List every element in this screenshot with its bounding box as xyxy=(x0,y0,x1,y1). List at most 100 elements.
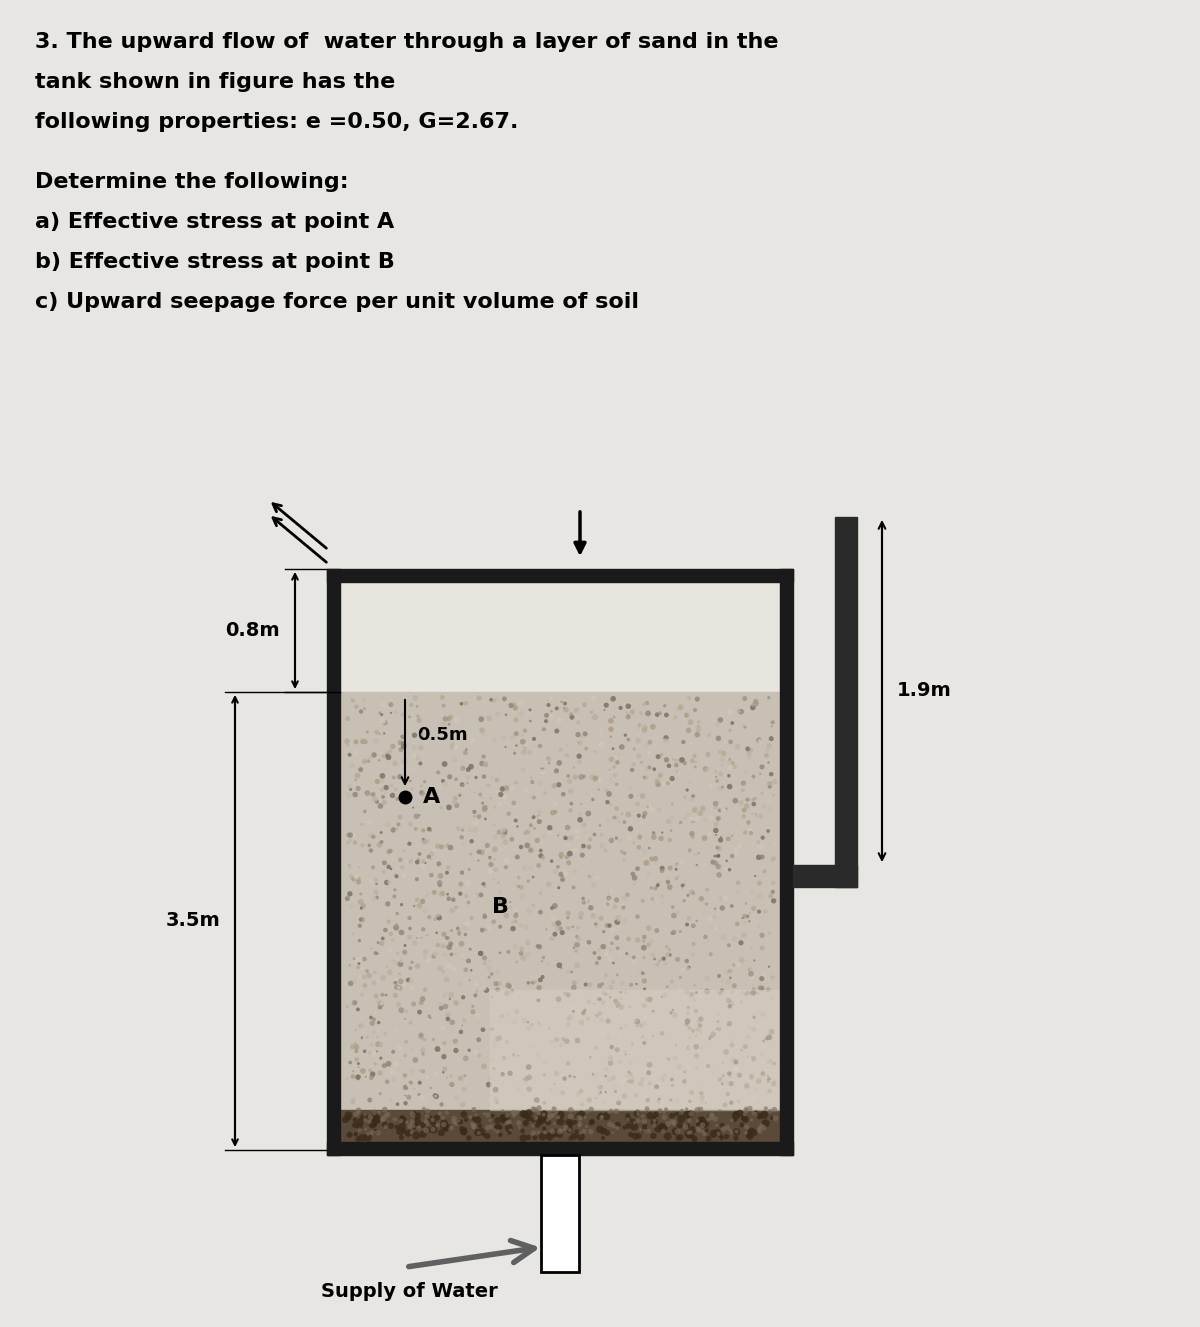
Point xyxy=(733,779,752,800)
Point xyxy=(619,699,638,721)
Point xyxy=(553,1028,572,1050)
Point xyxy=(341,829,360,851)
Point xyxy=(575,694,594,715)
Point xyxy=(428,934,448,955)
Point xyxy=(670,698,689,719)
Point xyxy=(368,1123,388,1144)
Point xyxy=(413,1039,432,1060)
Point xyxy=(461,844,480,865)
Point xyxy=(348,999,367,1020)
Point xyxy=(628,1100,647,1121)
Point xyxy=(485,849,504,871)
Point xyxy=(530,937,550,958)
Point xyxy=(587,913,606,934)
Point xyxy=(605,807,624,828)
Point xyxy=(534,995,553,1016)
Point xyxy=(560,1120,580,1141)
Point xyxy=(760,833,779,855)
Point xyxy=(736,1036,755,1058)
Point xyxy=(598,811,617,832)
Point xyxy=(493,1100,512,1121)
Point xyxy=(560,1066,580,1087)
Point xyxy=(631,1015,650,1036)
Point xyxy=(415,946,434,967)
Point xyxy=(426,1063,445,1084)
Point xyxy=(610,994,629,1015)
Point xyxy=(353,983,372,1005)
Point xyxy=(623,864,642,885)
Point xyxy=(504,1105,523,1127)
Point xyxy=(652,886,671,908)
Point xyxy=(410,1072,430,1093)
Point xyxy=(688,910,707,932)
Point xyxy=(520,1056,539,1078)
Point xyxy=(737,1067,756,1088)
Point xyxy=(340,784,359,805)
Point xyxy=(427,1107,446,1128)
Point xyxy=(493,1074,512,1095)
Point xyxy=(560,800,580,821)
Point xyxy=(344,1088,364,1109)
Point xyxy=(474,1103,493,1124)
Point xyxy=(527,1016,546,1038)
Point xyxy=(415,831,434,852)
Point xyxy=(400,1121,419,1143)
Point xyxy=(703,852,722,873)
Point xyxy=(744,982,763,1003)
Point xyxy=(614,910,634,932)
Point xyxy=(348,1101,367,1123)
Point xyxy=(569,711,588,733)
Point xyxy=(648,771,667,792)
Point xyxy=(566,701,586,722)
Point xyxy=(497,893,516,914)
Point xyxy=(720,776,739,798)
Point xyxy=(535,1123,554,1144)
Point xyxy=(370,1101,389,1123)
Point xyxy=(578,1101,598,1123)
Point xyxy=(444,889,463,910)
Point xyxy=(523,867,542,888)
Point xyxy=(553,865,572,886)
Point xyxy=(707,824,726,845)
Point xyxy=(762,1022,781,1043)
Point xyxy=(541,1080,560,1101)
Point xyxy=(706,798,725,819)
Point xyxy=(451,1022,470,1043)
Point xyxy=(562,1128,581,1149)
Point xyxy=(683,811,702,832)
Point xyxy=(534,825,553,847)
Point xyxy=(424,1119,443,1140)
Point xyxy=(746,1103,766,1124)
Point xyxy=(720,1014,739,1035)
Point xyxy=(433,714,452,735)
Point xyxy=(524,1036,544,1058)
Point xyxy=(755,1013,774,1034)
Point xyxy=(640,1054,659,1075)
Point xyxy=(710,829,730,851)
Point xyxy=(541,687,560,709)
Point xyxy=(548,913,568,934)
Point xyxy=(576,974,595,995)
Point xyxy=(529,1103,548,1124)
Point xyxy=(559,835,578,856)
Point xyxy=(427,1085,446,1107)
Point xyxy=(404,1103,424,1124)
Point xyxy=(686,798,706,819)
Point xyxy=(408,852,427,873)
Point xyxy=(689,718,708,739)
Point xyxy=(635,803,654,824)
Point xyxy=(688,689,707,710)
Point xyxy=(679,957,698,978)
Point xyxy=(439,857,458,878)
Point xyxy=(684,916,703,937)
Point xyxy=(528,936,547,957)
Point xyxy=(520,1067,539,1088)
Point xyxy=(637,989,656,1010)
Point xyxy=(361,938,380,959)
Point xyxy=(395,1064,414,1085)
Point xyxy=(497,851,516,872)
Point xyxy=(584,993,604,1014)
Point xyxy=(488,1120,508,1141)
Point xyxy=(632,909,652,930)
Point xyxy=(650,764,670,786)
